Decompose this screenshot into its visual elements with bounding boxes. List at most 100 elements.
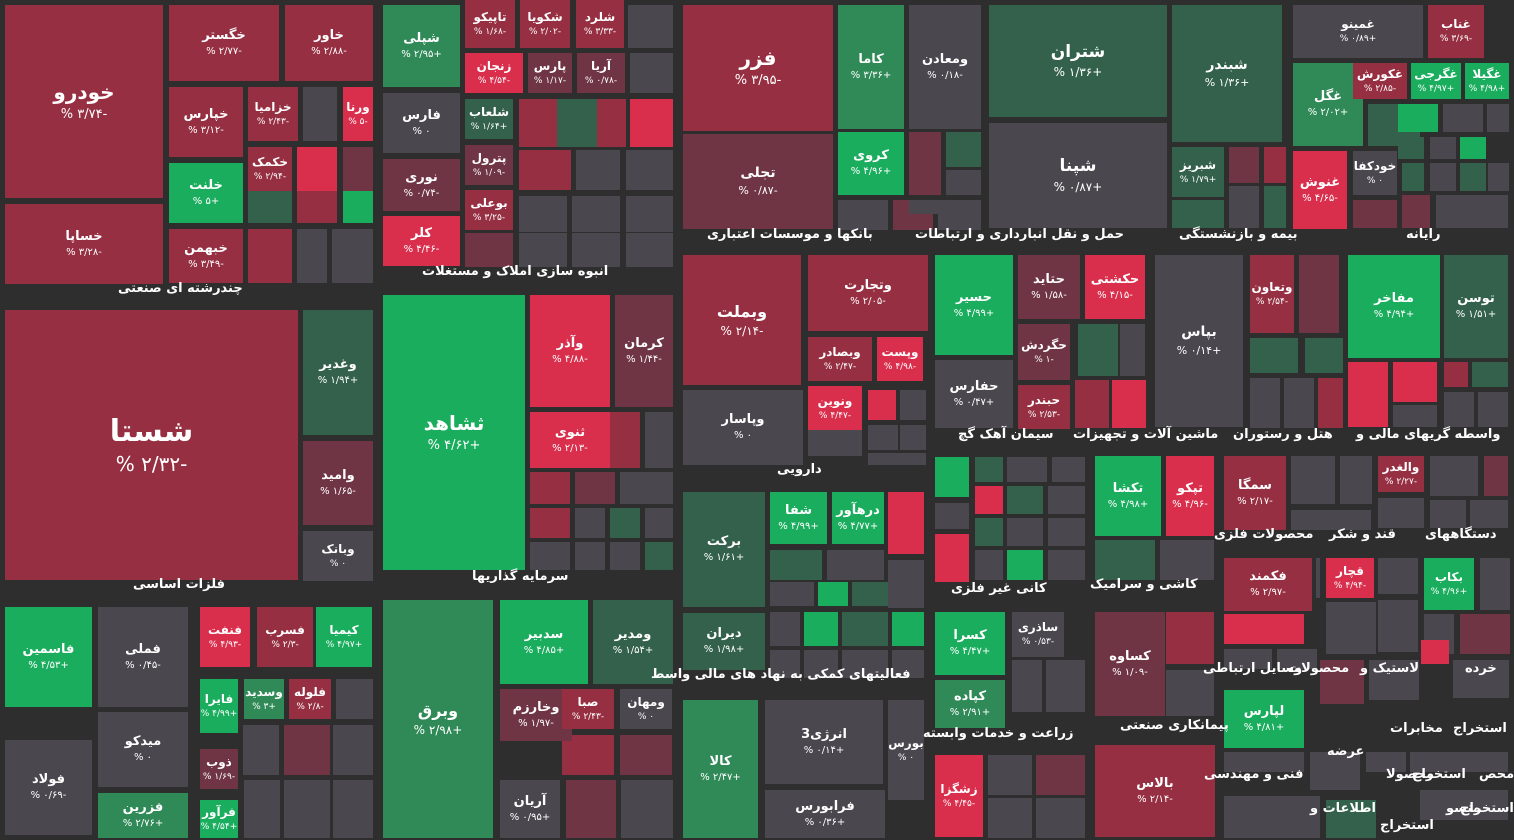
stock-tile-unlabeled[interactable] [1444, 392, 1474, 427]
stock-tile[interactable]: شفا +۴/۹۹ % [770, 492, 827, 544]
stock-tile[interactable]: شلعاب +۱/۶۴ % [465, 99, 513, 139]
stock-tile-unlabeled[interactable] [1484, 456, 1508, 496]
stock-tile[interactable]: فملی -۰/۴۵ % [98, 607, 188, 707]
stock-tile[interactable]: فسرب -۲/۳ % [257, 607, 313, 667]
stock-tile-unlabeled[interactable] [1470, 500, 1508, 528]
stock-tile[interactable]: فاسمین +۴/۵۳ % [5, 607, 92, 707]
stock-tile-unlabeled[interactable] [645, 412, 673, 468]
stock-tile-unlabeled[interactable] [1460, 614, 1510, 654]
stock-tile[interactable]: غکورش -۲/۸۵ % [1353, 63, 1407, 99]
stock-tile[interactable]: خودکفا ۰ % [1353, 151, 1397, 195]
stock-tile-unlabeled[interactable] [575, 508, 605, 538]
stock-tile-unlabeled[interactable] [1277, 649, 1317, 669]
stock-tile-unlabeled[interactable] [1120, 324, 1145, 376]
stock-tile-unlabeled[interactable] [1478, 392, 1508, 427]
stock-tile-unlabeled[interactable] [1326, 602, 1376, 654]
stock-tile[interactable]: خکمک -۲/۹۴ % [248, 147, 292, 191]
stock-tile-unlabeled[interactable] [1444, 362, 1468, 387]
stock-tile-unlabeled[interactable] [626, 233, 673, 267]
stock-tile-unlabeled[interactable] [562, 735, 614, 775]
stock-tile-unlabeled[interactable] [610, 542, 640, 570]
stock-tile[interactable]: تجلی -۰/۸۷ % [683, 134, 833, 229]
stock-tile[interactable]: وخارزم -۱/۹۷ % [500, 689, 572, 741]
stock-tile[interactable]: خساپا -۳/۲۸ % [5, 204, 163, 284]
stock-tile[interactable]: قچار -۴/۹۴ % [1326, 558, 1374, 598]
stock-tile[interactable]: تاپیکو -۱/۶۸ % [465, 0, 515, 48]
stock-tile[interactable]: شکویا -۲/۰۲ % [520, 0, 570, 48]
stock-tile[interactable]: خاور -۲/۸۸ % [285, 5, 373, 81]
stock-tile-unlabeled[interactable] [297, 191, 337, 223]
stock-tile-unlabeled[interactable] [1488, 163, 1509, 191]
stock-tile-unlabeled[interactable] [1420, 790, 1508, 820]
stock-tile[interactable]: مفاخر +۴/۹۴ % [1348, 255, 1440, 358]
stock-tile[interactable]: شتران +۱/۳۶ % [989, 5, 1167, 117]
stock-tile[interactable]: غناب -۳/۶۹ % [1428, 5, 1484, 58]
stock-tile[interactable]: فزرین +۲/۷۶ % [98, 793, 188, 838]
stock-tile[interactable]: زنجان -۴/۵۴ % [465, 53, 523, 93]
stock-tile-unlabeled[interactable] [1048, 518, 1085, 546]
stock-tile-unlabeled[interactable] [892, 612, 924, 646]
stock-tile-unlabeled[interactable] [1224, 752, 1304, 772]
stock-tile[interactable]: کسرا +۴/۴۷ % [935, 612, 1005, 675]
stock-tile-unlabeled[interactable] [333, 725, 373, 775]
stock-tile[interactable]: ثشاهد +۴/۶۲ % [383, 295, 525, 570]
stock-tile-unlabeled[interactable] [1340, 456, 1372, 504]
stock-tile-unlabeled[interactable] [946, 170, 981, 195]
stock-tile-unlabeled[interactable] [297, 229, 327, 283]
stock-tile-unlabeled[interactable] [1046, 660, 1085, 712]
stock-tile-unlabeled[interactable] [1316, 558, 1320, 598]
stock-tile-unlabeled[interactable] [1052, 457, 1085, 482]
stock-tile[interactable]: لپارس +۴/۸۱ % [1224, 690, 1304, 748]
stock-tile[interactable]: ومهان ۰ % [620, 689, 672, 729]
stock-tile-unlabeled[interactable] [975, 486, 1003, 514]
stock-tile-unlabeled[interactable] [1480, 558, 1510, 610]
stock-tile-unlabeled[interactable] [900, 390, 926, 420]
stock-tile-unlabeled[interactable] [244, 780, 280, 838]
stock-tile-unlabeled[interactable] [1229, 186, 1259, 228]
stock-tile-unlabeled[interactable] [1393, 362, 1437, 402]
stock-tile-unlabeled[interactable] [1075, 380, 1109, 428]
stock-tile[interactable]: کپاده +۲/۹۱ % [935, 680, 1005, 728]
stock-tile[interactable]: آریا -۰/۷۸ % [577, 53, 625, 93]
stock-tile-unlabeled[interactable] [1078, 324, 1118, 376]
stock-tile-unlabeled[interactable] [935, 457, 969, 497]
stock-tile-unlabeled[interactable] [1430, 163, 1456, 191]
stock-tile-unlabeled[interactable] [576, 150, 620, 190]
stock-tile-unlabeled[interactable] [1402, 195, 1430, 228]
stock-tile-unlabeled[interactable] [519, 150, 571, 190]
stock-tile[interactable]: والغدر -۲/۲۷ % [1378, 456, 1424, 492]
stock-tile-unlabeled[interactable] [1320, 660, 1364, 704]
stock-tile-unlabeled[interactable] [1460, 137, 1486, 159]
stock-tile[interactable]: کلر -۴/۴۶ % [383, 216, 460, 266]
stock-tile[interactable]: شلرد -۳/۳۳ % [576, 0, 624, 48]
stock-tile-unlabeled[interactable] [988, 755, 1032, 795]
stock-tile[interactable]: وبانک ۰ % [303, 531, 373, 581]
stock-tile-unlabeled[interactable] [842, 612, 888, 646]
stock-tile[interactable]: بورس ۰ % [888, 700, 924, 800]
stock-tile-unlabeled[interactable] [1487, 104, 1509, 132]
stock-tile[interactable]: وآذر -۴/۸۸ % [530, 295, 610, 407]
stock-tile-unlabeled[interactable] [530, 508, 570, 538]
stock-tile[interactable]: فایرا +۴/۹۹ % [200, 679, 238, 733]
stock-tile[interactable]: ثنوی -۲/۱۳ % [530, 412, 610, 468]
stock-tile[interactable]: خودرو -۳/۷۴ % [5, 5, 163, 198]
stock-tile-unlabeled[interactable] [975, 457, 1003, 482]
stock-tile[interactable]: فولاد -۰/۶۹ % [5, 740, 92, 835]
stock-tile-unlabeled[interactable] [284, 780, 330, 838]
stock-tile-unlabeled[interactable] [630, 99, 673, 147]
stock-tile[interactable]: تکشا +۴/۹۸ % [1095, 456, 1161, 536]
stock-tile-unlabeled[interactable] [1291, 456, 1335, 504]
stock-tile[interactable]: وبصادر -۲/۴۷ % [808, 337, 872, 381]
stock-tile[interactable]: ومدیر +۱/۵۴ % [593, 600, 673, 684]
stock-tile-unlabeled[interactable] [303, 87, 337, 141]
stock-tile-unlabeled[interactable] [530, 472, 570, 504]
stock-tile[interactable]: ذوب -۱/۶۹ % [200, 749, 238, 789]
stock-tile-unlabeled[interactable] [1348, 362, 1388, 427]
stock-tile[interactable]: غنوش -۴/۶۵ % [1293, 151, 1347, 229]
stock-tile[interactable]: بپاس +۰/۱۴ % [1155, 255, 1243, 427]
stock-tile-unlabeled[interactable] [888, 492, 924, 554]
stock-tile[interactable]: زشگزا -۴/۴۵ % [935, 755, 983, 837]
stock-tile-unlabeled[interactable] [598, 99, 626, 147]
stock-tile[interactable]: حتاید -۱/۵۸ % [1018, 255, 1080, 319]
stock-tile-unlabeled[interactable] [575, 542, 605, 570]
